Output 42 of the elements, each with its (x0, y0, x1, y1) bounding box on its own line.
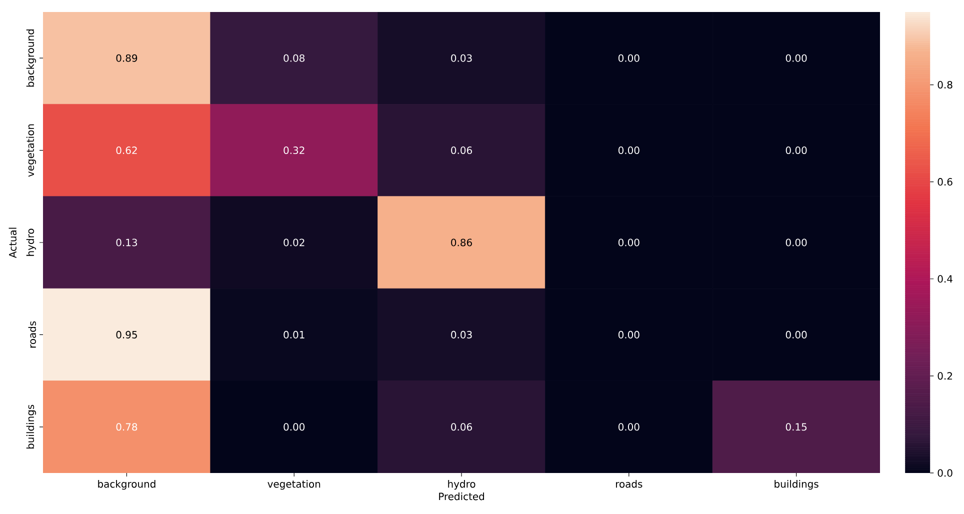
data-label: 0.95 (116, 330, 137, 338)
data-label: 0.32 (284, 146, 304, 154)
color-bar-label: 0.4 (938, 275, 952, 283)
data-label: 0.15 (786, 423, 807, 431)
color-bar-label: 0.8 (938, 81, 952, 89)
y-tick-label: roads (28, 321, 36, 348)
data-label: 0.00 (618, 330, 640, 338)
data-label: 0.08 (284, 54, 305, 62)
data-label: 0.00 (618, 146, 640, 154)
color-bar-label: 0.6 (938, 178, 952, 186)
x-tick-label: roads (616, 480, 642, 488)
data-label: 0.03 (451, 330, 472, 338)
data-label: 0.00 (786, 238, 807, 246)
data-label: 0.00 (786, 146, 807, 154)
data-label: 0.78 (116, 423, 138, 431)
x-tick-label: buildings (774, 480, 818, 490)
x-axis-title: Predicted (439, 492, 484, 500)
y-tick-label: vegetation (26, 124, 36, 177)
y-tick-label: background (26, 30, 36, 87)
data-label: 0.02 (284, 238, 304, 246)
data-label: 0.86 (451, 238, 472, 246)
data-label: 0.00 (284, 423, 305, 431)
data-label: 0.00 (618, 238, 640, 246)
data-label: 0.00 (618, 54, 640, 62)
data-label: 0.01 (284, 330, 304, 338)
data-label: 0.00 (618, 423, 640, 431)
data-label: 0.62 (116, 146, 137, 154)
y-tick-label: hydro (26, 228, 36, 256)
color-bar-label: 0.2 (938, 372, 952, 380)
data-label: 0.06 (451, 423, 472, 431)
data-label: 0.00 (786, 54, 807, 62)
data-label: 0.03 (451, 54, 472, 62)
data-label: 0.13 (116, 238, 138, 246)
y-tick-label: buildings (26, 404, 36, 449)
x-tick-label: hydro (448, 480, 476, 490)
x-tick-label: background (98, 480, 156, 490)
y-axis-title: Actual (8, 228, 17, 258)
data-label: 0.00 (786, 330, 807, 338)
data-label: 0.89 (116, 54, 138, 62)
x-tick-label: vegetation (268, 480, 320, 490)
data-label: 0.06 (451, 146, 472, 154)
color-bar-label: 0.0 (938, 469, 952, 477)
